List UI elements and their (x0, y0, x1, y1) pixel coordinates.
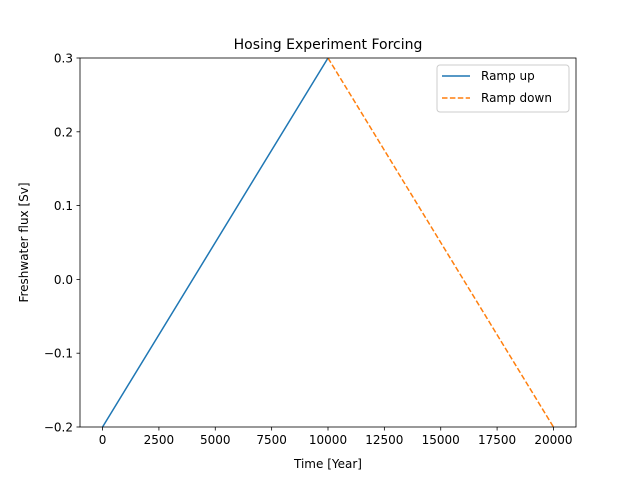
x-tick-label: 15000 (422, 433, 460, 447)
y-tick-label: 0.3 (54, 52, 73, 66)
y-axis-label: Freshwater flux [Sv] (17, 182, 31, 302)
y-tick-label: −0.2 (44, 421, 73, 435)
series-line-ramp-up (101, 57, 329, 428)
x-tick-label: 7500 (256, 433, 287, 447)
x-tick-label: 17500 (478, 433, 516, 447)
plot-frame (79, 57, 577, 428)
x-tick-label: 0 (99, 433, 107, 447)
x-tick-label: 20000 (534, 433, 572, 447)
x-axis-ticks: 0 2500 5000 7500 10000 12500 15000 17500 20000 (99, 427, 573, 447)
series-layer (101, 57, 555, 428)
y-tick-label: −0.1 (44, 347, 73, 361)
chart-title: Hosing Experiment Forcing (234, 37, 423, 53)
legend-label-ramp-down: Ramp down (481, 91, 552, 105)
y-axis-ticks: −0.2 −0.1 0.0 0.1 0.2 0.3 (44, 52, 80, 435)
x-axis-label: Time [Year] (293, 457, 362, 471)
x-tick-label: 10000 (309, 433, 347, 447)
y-tick-label: 0.0 (54, 273, 73, 287)
y-tick-label: 0.1 (54, 199, 73, 213)
series-line-ramp-down (327, 57, 555, 428)
legend-label-ramp-up: Ramp up (481, 69, 535, 83)
x-tick-label: 12500 (365, 433, 403, 447)
legend: Ramp up Ramp down (436, 64, 570, 113)
x-tick-label: 2500 (144, 433, 175, 447)
x-tick-label: 5000 (200, 433, 231, 447)
y-tick-label: 0.2 (54, 125, 73, 139)
